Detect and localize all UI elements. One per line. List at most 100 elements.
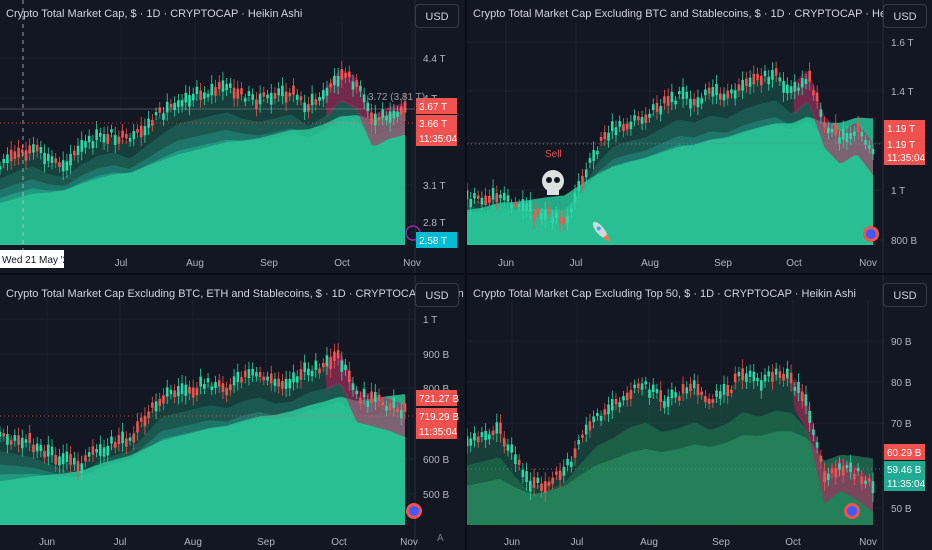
candle-body <box>366 102 370 112</box>
currency-button[interactable]: USD <box>415 283 459 307</box>
candle-body <box>132 433 136 443</box>
candle-body <box>778 77 782 82</box>
y-tick-label: 2.8 T <box>423 218 446 229</box>
candle-body <box>644 381 648 385</box>
candle-body <box>674 392 677 398</box>
candle-body <box>502 438 506 447</box>
candle-body <box>689 98 692 109</box>
chart-panel-total3[interactable]: 1 T 900 B 800 B 600 B 500 B Jun Jul Aug Sep Oct No… <box>0 275 465 550</box>
candle-body <box>151 402 154 408</box>
y-tick-label: 70 B <box>891 419 912 430</box>
candle-body <box>800 391 804 401</box>
candle-body <box>232 376 236 386</box>
candle-body <box>655 388 659 394</box>
candle-body <box>800 78 804 88</box>
candle-body <box>177 100 180 108</box>
candle-body <box>292 85 295 95</box>
price-tag-bg <box>416 130 457 146</box>
low-tag-bg <box>416 232 457 248</box>
candle-body <box>629 389 633 399</box>
candle-body <box>543 209 547 220</box>
candle-body <box>577 439 581 445</box>
chart-total2-svg[interactable]: 1.6 T 1.4 T 1 T 800 B Jun Jul Aug Sep Oct Nov 1.19… <box>467 0 932 273</box>
chart-title: Crypto Total Market Cap Excluding BTC an… <box>473 8 927 20</box>
candle-body <box>336 350 340 359</box>
chart-others-svg[interactable]: 90 B 80 B 70 B 50 B Jun Jul Aug Sep Oct Nov 60.29 … <box>467 275 932 550</box>
candle-body <box>69 153 72 166</box>
x-tick-label: Jul <box>115 258 128 269</box>
price-tag-bg <box>416 408 457 424</box>
candle-body <box>136 129 139 133</box>
x-tick-label: Jun <box>498 258 514 269</box>
candle-body <box>562 466 566 476</box>
us-flag-icon <box>409 506 419 516</box>
candle-body <box>128 137 132 142</box>
chart-panel-others[interactable]: 90 B 80 B 70 B 50 B Jun Jul Aug Sep Oct Nov 60.29 … <box>467 275 932 550</box>
candle-body <box>610 399 614 411</box>
price-tag-bg <box>884 444 925 460</box>
ribbon-band <box>0 394 405 525</box>
chart-panel-total2[interactable]: 1.6 T 1.4 T 1 T 800 B Jun Jul Aug Sep Oct Nov 1.19… <box>467 0 932 273</box>
candle-body <box>355 80 358 88</box>
skull-icon <box>547 188 559 195</box>
candle-body <box>32 144 35 153</box>
candle-body <box>65 161 69 171</box>
chart-total3-svg[interactable]: 1 T 900 B 800 B 600 B 500 B Jun Jul Aug Sep Oct No… <box>0 275 465 550</box>
candle-body <box>529 200 532 212</box>
candle-body <box>484 430 487 441</box>
candle-body <box>396 111 399 117</box>
candle-body <box>834 123 838 136</box>
candle-body <box>700 98 703 104</box>
candle-body <box>232 87 236 99</box>
currency-button[interactable]: USD <box>883 283 927 307</box>
panel-divider-horizontal <box>0 273 932 275</box>
candle-body <box>39 146 43 154</box>
candle-body <box>333 351 336 361</box>
price-tag-text: 60.29 B <box>887 448 922 459</box>
candle-body <box>76 145 80 155</box>
y-tick-label: 600 B <box>423 455 449 466</box>
candle-body <box>722 93 726 101</box>
candle-body <box>154 401 158 412</box>
candle-body <box>476 436 480 443</box>
candle-body <box>221 80 225 92</box>
candle-body <box>50 156 54 163</box>
candle-body <box>336 75 340 87</box>
candle-body <box>543 481 547 493</box>
candle-body <box>685 91 689 99</box>
candle-body <box>558 216 562 225</box>
candle-body <box>469 198 473 208</box>
candle-body <box>9 440 13 445</box>
candle-body <box>318 368 321 374</box>
candle-body <box>711 87 715 97</box>
candle-body <box>681 384 685 394</box>
currency-button[interactable]: USD <box>415 4 459 28</box>
candle-body <box>804 79 808 84</box>
candle-body <box>58 456 61 466</box>
candle-body <box>547 208 551 215</box>
ribbon-band <box>0 110 405 245</box>
currency-button[interactable]: USD <box>883 4 927 28</box>
candle-body <box>392 110 396 119</box>
candle-body <box>588 158 592 163</box>
candle-body <box>351 383 355 391</box>
candle-body <box>838 137 841 145</box>
candle-body <box>521 469 525 478</box>
candle-body <box>603 131 607 140</box>
candle-body <box>763 70 767 77</box>
candle-body <box>748 370 752 377</box>
candle-body <box>206 378 210 383</box>
candle-body <box>35 144 39 152</box>
candle-body <box>849 462 852 472</box>
candle-body <box>43 152 46 165</box>
candle-body <box>495 193 499 203</box>
candle-body <box>58 162 61 168</box>
y-tick-label: 500 B <box>423 490 449 501</box>
candle-body <box>499 194 502 199</box>
candle-body <box>76 460 80 472</box>
us-flag-icon <box>847 506 857 516</box>
x-tick-label: Aug <box>184 537 202 548</box>
candle-body <box>678 91 681 95</box>
